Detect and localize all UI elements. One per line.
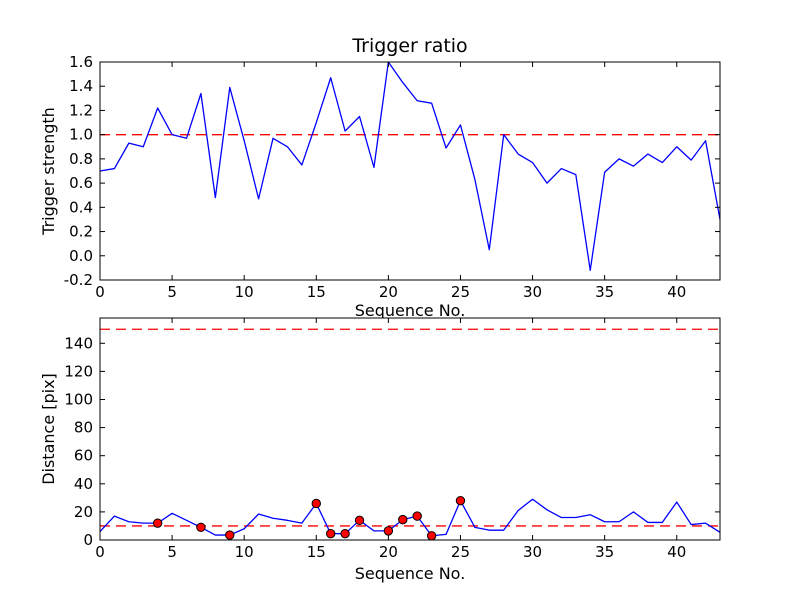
x-tick-label: 30 bbox=[523, 283, 542, 301]
axes-frame bbox=[99, 61, 721, 281]
y-tick-label: 140 bbox=[64, 334, 93, 352]
top-chart-title: Trigger ratio bbox=[351, 35, 467, 57]
x-tick-label: 25 bbox=[451, 283, 470, 301]
x-tick-label: 10 bbox=[235, 543, 254, 561]
y-tick-label: 80 bbox=[74, 419, 93, 437]
x-tick-label: 35 bbox=[595, 283, 614, 301]
y-tick-label: 1.4 bbox=[69, 77, 93, 95]
y-tick-label: 0.8 bbox=[69, 150, 93, 168]
scatter-point bbox=[383, 526, 394, 536]
bottom-chart: 0 5 10 15 20 25 30 35 40 0 20 40 60 80 100 120 140 Seque… bbox=[39, 317, 721, 583]
x-tick-label: 5 bbox=[167, 543, 177, 561]
x-tick-label: 25 bbox=[451, 543, 470, 561]
top-chart-xlabel: Sequence No. bbox=[355, 301, 466, 320]
scatter-point bbox=[196, 522, 206, 533]
trigger-strength-line bbox=[99, 61, 721, 271]
y-tick-label: 0.6 bbox=[69, 174, 93, 192]
scatter-point bbox=[340, 528, 350, 539]
y-tick-label: 120 bbox=[64, 362, 93, 380]
y-tick-label: -0.2 bbox=[64, 271, 93, 289]
bottom-chart-xlabel: Sequence No. bbox=[355, 564, 466, 583]
x-tick-label: 40 bbox=[667, 543, 686, 561]
y-tick-label: 60 bbox=[74, 447, 93, 465]
top-chart: 0 5 10 15 20 25 30 35 40 -0.2 0.0 0.2 0.4 0.6 0.8 1.0 1.… bbox=[39, 35, 721, 320]
x-tick-label: 35 bbox=[595, 543, 614, 561]
y-tick-label: 1.6 bbox=[69, 53, 93, 71]
x-tick-label: 5 bbox=[167, 283, 177, 301]
y-tick-label: 0 bbox=[83, 531, 93, 549]
x-tick-label: 15 bbox=[307, 283, 326, 301]
y-tick-label: 1.2 bbox=[69, 101, 93, 119]
x-tick-label: 40 bbox=[667, 283, 686, 301]
x-tick-label: 20 bbox=[379, 283, 398, 301]
y-tick-label: 40 bbox=[74, 475, 93, 493]
x-tick-label: 20 bbox=[379, 543, 398, 561]
top-chart-ylabel: Trigger strength bbox=[39, 107, 58, 236]
scatter-point bbox=[152, 518, 163, 528]
bottom-chart-plot: 0 5 10 15 20 25 30 35 40 0 20 40 60 80 100 120 140 bbox=[64, 317, 721, 561]
x-tick-label: 15 bbox=[307, 543, 326, 561]
x-tick-label: 0 bbox=[95, 543, 105, 561]
scatter-point bbox=[325, 528, 336, 539]
y-tick-label: 0.4 bbox=[69, 198, 93, 216]
x-tick-label: 10 bbox=[235, 283, 254, 301]
top-chart-plot: 0 5 10 15 20 25 30 35 40 -0.2 0.0 0.2 0.4 0.6 0.8 1.0 1.… bbox=[64, 53, 721, 301]
scatter-point bbox=[311, 498, 321, 509]
scatter-point bbox=[225, 530, 235, 540]
scatter-point bbox=[426, 531, 437, 541]
x-tick-label: 30 bbox=[523, 543, 542, 561]
y-tick-label: 100 bbox=[64, 390, 93, 408]
y-tick-label: 0.0 bbox=[69, 247, 93, 265]
scatter-point bbox=[455, 495, 466, 506]
scatter-point bbox=[398, 514, 408, 525]
plot-area bbox=[100, 62, 720, 280]
y-tick-label: 20 bbox=[74, 503, 93, 521]
x-tick-label: 0 bbox=[95, 283, 105, 301]
plot-area bbox=[100, 318, 720, 540]
y-tick-label: 1.0 bbox=[69, 126, 93, 144]
bottom-chart-ylabel: Distance [pix] bbox=[39, 373, 58, 485]
axes-frame bbox=[99, 317, 721, 541]
y-tick-label: 0.2 bbox=[69, 223, 93, 241]
scatter-point bbox=[412, 511, 422, 521]
scatter-point bbox=[354, 515, 365, 526]
